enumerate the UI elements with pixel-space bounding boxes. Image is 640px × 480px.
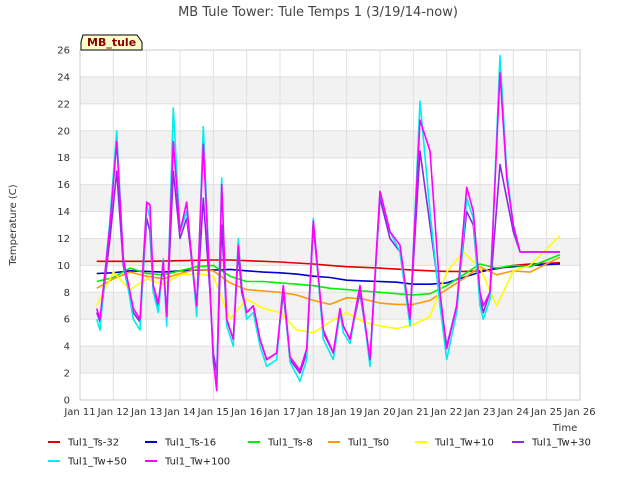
x-tick-label: Jan 24 <box>497 407 529 418</box>
y-axis-label: Temperature (C) <box>8 184 19 266</box>
x-axis-label: Time <box>552 423 577 434</box>
x-tick-label: Jan 18 <box>297 407 329 418</box>
x-tick-label: Jan 15 <box>197 407 229 418</box>
legend-label: Tul1_Ts-32 <box>67 438 119 449</box>
y-tick-label: 18 <box>57 153 70 164</box>
y-tick-label: 2 <box>64 369 70 380</box>
legend-label: Tul1_Tw+10 <box>434 438 494 449</box>
x-tick-label: Jan 13 <box>130 407 162 418</box>
y-tick-label: 22 <box>57 99 70 110</box>
y-tick-label: 24 <box>57 72 70 83</box>
y-tick-label: 26 <box>57 46 70 57</box>
legend-label: Tul1_Tw+100 <box>164 457 230 468</box>
station-badge-label: MB_tule <box>87 36 136 49</box>
x-tick-label: Jan 22 <box>430 407 462 418</box>
background-bands <box>80 76 580 374</box>
chart-title: MB Tule Tower: Tule Temps 1 (3/19/14-now… <box>178 5 458 20</box>
x-tick-label: Jan 23 <box>463 407 495 418</box>
series-line-tul1-ts0 <box>96 256 561 306</box>
x-tick-label: Jan 26 <box>563 407 595 418</box>
station-badge: MB_tule <box>80 34 143 51</box>
y-tick-label: 10 <box>57 261 70 272</box>
x-tick-label: Jan 14 <box>163 407 195 418</box>
x-tick-label: Jan 19 <box>330 407 362 418</box>
y-tick-label: 0 <box>64 396 70 407</box>
series-line-tul1-ts-8 <box>96 253 561 296</box>
y-tick-label: 14 <box>57 207 70 218</box>
y-tick-label: 16 <box>57 180 70 191</box>
series-lines <box>95 54 561 392</box>
y-tick-label: 6 <box>64 315 70 326</box>
legend-label: Tul1_Tw+50 <box>67 457 127 468</box>
x-tick-label: Jan 25 <box>530 407 562 418</box>
legend-label: Tul1_Tw+30 <box>531 438 591 449</box>
x-tick-label: Jan 21 <box>397 407 429 418</box>
x-tick-label: Jan 11 <box>63 407 95 418</box>
background-band <box>80 346 580 374</box>
y-tick-label: 8 <box>64 288 70 299</box>
y-tick-label: 20 <box>57 126 70 137</box>
legend: Tul1_Ts-32 Tul1_Ts-16 Tul1_Ts-8 Tul1_Ts0 Tul… <box>48 438 591 468</box>
y-tick-label: 4 <box>64 342 70 353</box>
legend-label: Tul1_Ts-8 <box>267 438 313 449</box>
series-line-tul1-ts-16 <box>96 263 561 286</box>
x-axis-ticks: Jan 11 Jan 12 Jan 13 Jan 14 Jan 15 Jan 16 Jan … <box>63 407 595 418</box>
x-tick-label: Jan 17 <box>263 407 295 418</box>
y-tick-label: 12 <box>57 234 70 245</box>
legend-label: Tul1_Ts-16 <box>164 438 216 449</box>
plot-frame <box>79 49 581 401</box>
background-band <box>80 76 580 104</box>
legend-label: Tul1_Ts0 <box>347 438 389 449</box>
x-tick-label: Jan 20 <box>363 407 395 418</box>
x-tick-label: Jan 12 <box>97 407 129 418</box>
x-tick-label: Jan 16 <box>230 407 262 418</box>
series-line-tul1-tw-100 <box>95 72 560 392</box>
